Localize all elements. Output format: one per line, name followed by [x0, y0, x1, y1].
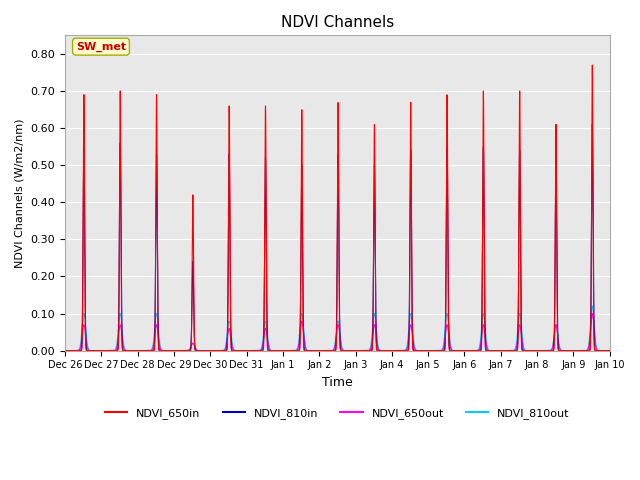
- NDVI_810in: [604, 348, 612, 353]
- NDVI_650in: [490, 348, 498, 353]
- Text: SW_met: SW_met: [76, 42, 126, 52]
- NDVI_810out: [604, 348, 612, 353]
- NDVI_650in: [413, 348, 420, 353]
- NDVI_650in: [172, 348, 180, 353]
- NDVI_810in: [606, 348, 614, 353]
- NDVI_650out: [172, 348, 180, 353]
- NDVI_810out: [61, 348, 69, 353]
- Line: NDVI_810out: NDVI_810out: [65, 306, 610, 350]
- NDVI_650out: [265, 345, 273, 351]
- Y-axis label: NDVI Channels (W/m2/nm): NDVI Channels (W/m2/nm): [15, 118, 25, 268]
- NDVI_810out: [606, 348, 614, 353]
- NDVI_810out: [413, 348, 420, 353]
- NDVI_650out: [178, 348, 186, 353]
- NDVI_650out: [490, 348, 498, 353]
- Legend: NDVI_650in, NDVI_810in, NDVI_650out, NDVI_810out: NDVI_650in, NDVI_810in, NDVI_650out, NDV…: [100, 404, 574, 423]
- NDVI_810out: [178, 348, 186, 353]
- NDVI_650out: [606, 348, 614, 353]
- NDVI_810in: [61, 348, 69, 353]
- NDVI_650in: [606, 348, 614, 353]
- NDVI_650out: [413, 348, 420, 353]
- NDVI_810in: [490, 348, 498, 353]
- NDVI_650in: [61, 348, 69, 353]
- NDVI_810out: [172, 348, 180, 353]
- Line: NDVI_650in: NDVI_650in: [65, 65, 610, 350]
- NDVI_650in: [588, 62, 596, 68]
- NDVI_650in: [265, 348, 273, 353]
- Title: NDVI Channels: NDVI Channels: [281, 15, 394, 30]
- NDVI_810out: [265, 343, 273, 348]
- NDVI_810out: [490, 348, 498, 353]
- X-axis label: Time: Time: [322, 376, 353, 389]
- NDVI_810in: [265, 348, 273, 353]
- NDVI_650out: [604, 348, 612, 353]
- NDVI_810in: [588, 121, 596, 127]
- NDVI_650in: [604, 348, 612, 353]
- NDVI_650in: [178, 348, 186, 353]
- NDVI_650out: [588, 311, 596, 316]
- Line: NDVI_810in: NDVI_810in: [65, 124, 610, 350]
- NDVI_650out: [61, 348, 69, 353]
- NDVI_810out: [588, 303, 596, 309]
- NDVI_810in: [178, 348, 186, 353]
- Line: NDVI_650out: NDVI_650out: [65, 313, 610, 350]
- NDVI_810in: [413, 348, 420, 353]
- NDVI_810in: [172, 348, 180, 353]
